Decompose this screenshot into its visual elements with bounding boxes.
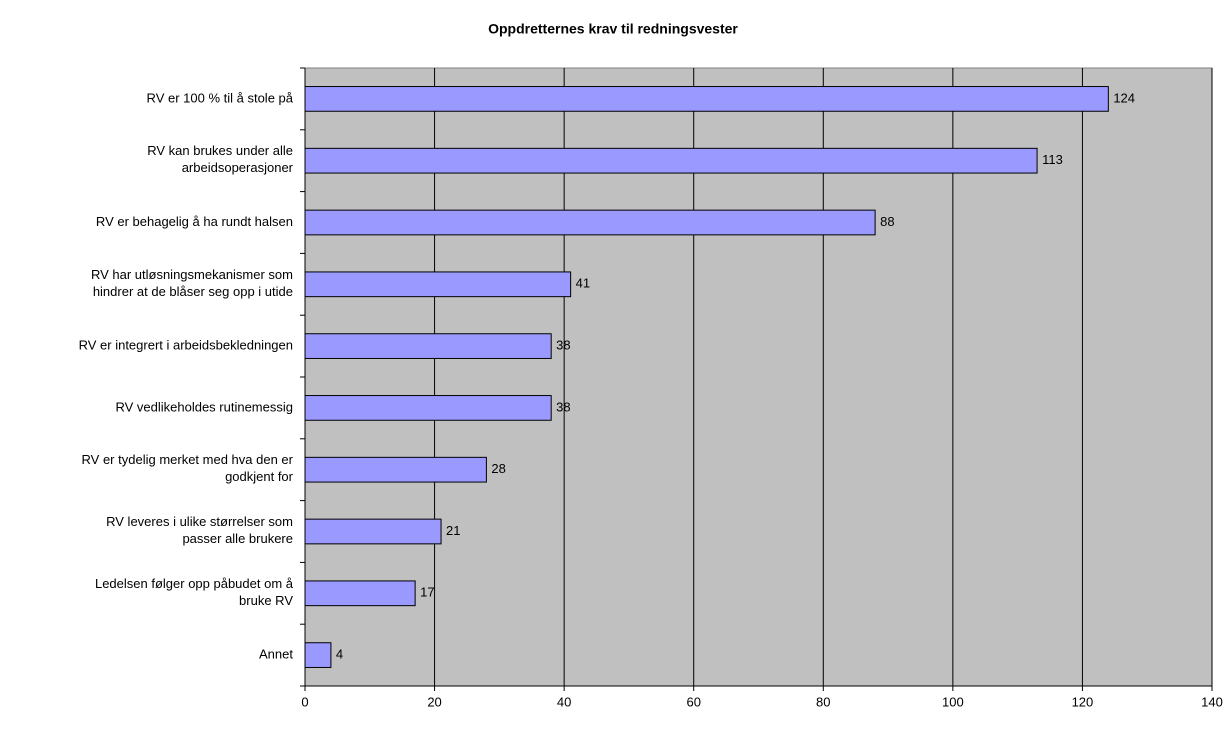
y-tick-label: RV er 100 % til å stole på	[147, 90, 294, 105]
x-tick-label: 100	[942, 694, 964, 709]
data-label: 28	[491, 461, 505, 476]
bar	[304, 518, 442, 545]
y-tick-label: RV er integrert i arbeidsbekledningen	[79, 338, 293, 353]
y-tick-label: RV leveres i ulike størrelser som passer …	[106, 514, 293, 546]
data-label: 124	[1113, 90, 1135, 105]
y-tick-label: Annet	[259, 647, 293, 662]
x-tick-label: 120	[1072, 694, 1094, 709]
bar	[304, 456, 487, 483]
y-tick-label: RV har utløsningsmekanismer som hindrer a…	[91, 267, 293, 299]
x-tick-label: 60	[686, 694, 700, 709]
bar	[304, 271, 572, 298]
bar	[304, 209, 876, 236]
y-tick-label: RV er behagelig å ha rundt halsen	[96, 214, 293, 229]
y-tick-label: RV er tydelig merket med hva den er godkj…	[82, 453, 294, 485]
bar	[304, 333, 552, 359]
data-label: 4	[336, 647, 343, 662]
x-tick-label: 40	[557, 694, 571, 709]
y-tick-label: Ledelsen følger opp påbudet om å bruke RV	[95, 576, 294, 608]
bar	[304, 642, 332, 668]
data-label: 38	[556, 338, 570, 353]
y-tick-label: RV kan brukes under alle arbeidsoperasjon…	[147, 144, 293, 176]
data-label: 21	[446, 523, 460, 538]
bar	[304, 580, 416, 607]
data-label: 113	[1042, 152, 1063, 167]
x-tick-label: 140	[1201, 694, 1223, 709]
bar	[304, 86, 1109, 112]
data-label: 41	[576, 276, 590, 291]
x-tick-label: 0	[301, 694, 308, 709]
bar	[304, 395, 552, 421]
x-tick-label: 20	[427, 694, 441, 709]
chart-title: Oppdretternes krav til redningsvester	[488, 21, 738, 37]
bar	[304, 147, 1038, 174]
x-tick-label: 80	[816, 694, 830, 709]
data-label: 17	[420, 585, 434, 600]
y-tick-label: RV vedlikeholdes rutinemessig	[115, 399, 293, 414]
data-label: 88	[880, 214, 894, 229]
data-label: 38	[556, 399, 570, 414]
